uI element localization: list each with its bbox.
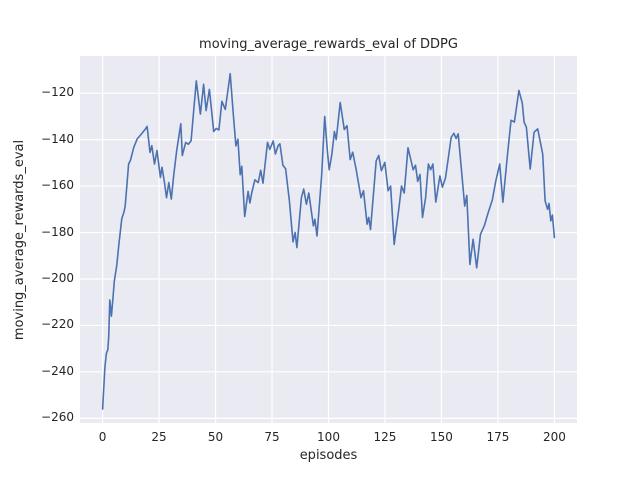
- y-tick-label: −200: [41, 270, 74, 285]
- plot-svg: [80, 56, 577, 423]
- y-tick-label: −180: [41, 224, 74, 239]
- y-tick-label: −140: [41, 131, 74, 146]
- x-tick-label: 200: [542, 430, 566, 444]
- plot-area: [80, 56, 577, 423]
- y-tick-label: −160: [41, 178, 74, 193]
- y-tick-label: −240: [41, 363, 74, 378]
- data-line-moving_average_rewards_eval: [101, 72, 556, 410]
- x-tick-label: 75: [264, 430, 280, 444]
- x-tick-label: 25: [151, 430, 167, 444]
- x-axis-label: episodes: [299, 448, 358, 463]
- x-tick-label: 125: [373, 430, 397, 444]
- y-tick-label: −220: [41, 317, 74, 332]
- x-tick-label: 100: [317, 430, 340, 444]
- chart-title: moving_average_rewards_eval of DDPG: [199, 37, 458, 52]
- y-tick-label: −260: [41, 410, 74, 425]
- x-tick-label: 175: [486, 430, 510, 444]
- y-tick-label: −120: [41, 85, 74, 100]
- x-tick-label: 0: [98, 430, 107, 444]
- x-tick-label: 150: [430, 430, 453, 444]
- y-axis-label: moving_average_rewards_eval: [12, 139, 27, 341]
- x-tick-label: 50: [207, 430, 224, 444]
